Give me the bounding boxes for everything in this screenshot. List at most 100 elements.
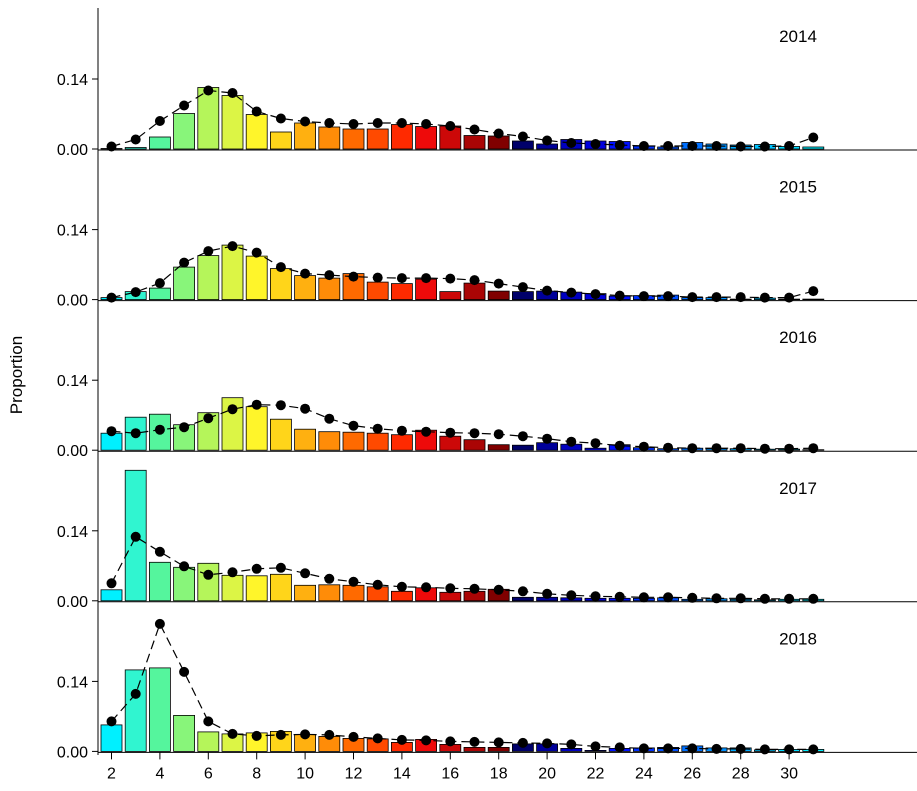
bar — [294, 122, 317, 150]
point — [638, 743, 649, 754]
bar — [221, 95, 244, 150]
point — [275, 262, 286, 273]
point — [348, 731, 359, 742]
bar — [245, 255, 268, 301]
point — [106, 292, 117, 303]
point — [396, 734, 407, 745]
point — [759, 443, 770, 454]
y-tick-label: 0.14 — [57, 72, 88, 89]
point — [106, 141, 117, 152]
point — [542, 135, 553, 146]
x-tick-label: 16 — [441, 765, 459, 782]
bar — [269, 131, 292, 150]
bar — [390, 124, 413, 150]
y-tick-label: 0.14 — [57, 674, 88, 691]
bar — [197, 562, 220, 602]
point — [784, 292, 795, 303]
bar — [584, 447, 607, 451]
bar — [390, 283, 413, 301]
point — [784, 141, 795, 151]
point — [493, 429, 504, 440]
point — [517, 737, 528, 748]
point — [372, 272, 383, 283]
y-tick-label: 0.00 — [57, 744, 88, 761]
bar — [173, 113, 196, 150]
point — [203, 246, 214, 257]
point — [614, 742, 625, 753]
point — [179, 257, 190, 268]
bar — [269, 268, 292, 301]
point — [203, 85, 214, 96]
point — [735, 292, 746, 303]
y-tick-label: 0.00 — [57, 594, 88, 611]
point — [251, 563, 262, 574]
point — [784, 593, 795, 604]
point — [324, 118, 335, 128]
point — [638, 592, 649, 603]
point — [542, 433, 553, 444]
bar — [318, 431, 341, 451]
point — [735, 443, 746, 454]
x-tick-label: 2 — [107, 765, 116, 782]
point — [203, 716, 214, 727]
point — [227, 567, 238, 578]
bar — [197, 87, 220, 150]
bar — [463, 135, 486, 150]
x-tick-label: 6 — [204, 765, 213, 782]
point — [469, 275, 480, 286]
point — [808, 286, 819, 297]
point — [300, 729, 311, 740]
point — [348, 576, 359, 587]
bar — [294, 275, 317, 301]
point — [566, 739, 577, 750]
point — [421, 582, 432, 593]
point — [638, 441, 649, 452]
point — [130, 134, 141, 145]
series-line — [111, 622, 814, 750]
point — [275, 113, 286, 124]
point — [154, 278, 165, 289]
x-tick-label: 8 — [252, 765, 261, 782]
point — [300, 403, 311, 414]
point — [203, 569, 214, 580]
point — [251, 730, 262, 741]
point — [421, 426, 432, 437]
point — [251, 399, 262, 410]
point — [687, 443, 698, 454]
bar — [294, 428, 317, 451]
y-tick-label: 0.14 — [57, 524, 88, 541]
panel-year-label: 2014 — [779, 27, 817, 46]
point — [614, 440, 625, 451]
point — [711, 743, 722, 754]
bar — [173, 266, 196, 301]
bar — [269, 418, 292, 451]
point — [590, 438, 601, 449]
bar — [100, 589, 123, 602]
bar — [463, 439, 486, 451]
point — [106, 426, 117, 437]
point — [469, 583, 480, 594]
point — [445, 121, 456, 131]
bar — [512, 444, 534, 451]
bar — [245, 114, 268, 150]
point — [808, 593, 819, 604]
point — [372, 733, 383, 744]
point — [179, 561, 190, 572]
point — [566, 436, 577, 447]
bar — [245, 575, 268, 602]
bar — [487, 747, 510, 752]
point — [493, 737, 504, 748]
point — [614, 140, 625, 150]
point — [687, 743, 698, 754]
point — [687, 292, 698, 303]
point — [348, 271, 359, 282]
point — [106, 716, 117, 727]
point — [445, 583, 456, 594]
bar — [197, 731, 220, 752]
point — [517, 431, 528, 442]
y-tick-label: 0.00 — [57, 293, 88, 310]
point — [590, 139, 601, 149]
bar — [366, 432, 389, 451]
point — [735, 743, 746, 754]
